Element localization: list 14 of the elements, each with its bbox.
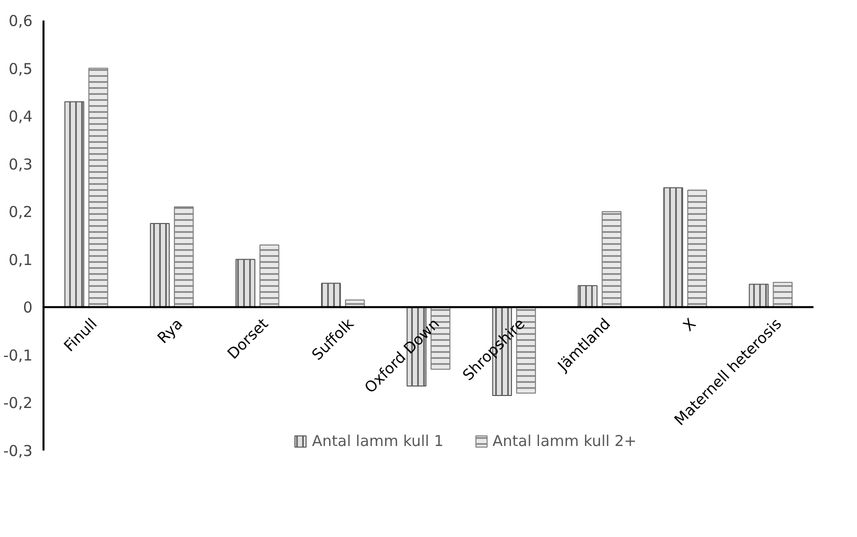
legend-label: Antal lamm kull 2+	[492, 432, 637, 450]
x-tick-label: Rya	[154, 314, 186, 348]
y-tick-label: 0,4	[8, 108, 33, 126]
y-tick-label: -0,3	[3, 442, 33, 460]
legend-label: Antal lamm kull 1	[312, 432, 444, 450]
y-tick-label: -0,1	[3, 346, 33, 364]
y-tick-label: 0	[22, 298, 33, 317]
y-tick-label: 0,3	[8, 155, 33, 174]
y-tick-label: 0,5	[8, 60, 33, 78]
y-tick-label: 0,6	[8, 12, 33, 30]
x-tick-label: X	[680, 314, 700, 335]
y-tick-label: -0,2	[3, 394, 33, 412]
y-tick-label: 0,1	[8, 250, 33, 269]
y-tick-label: 0,2	[8, 203, 33, 222]
